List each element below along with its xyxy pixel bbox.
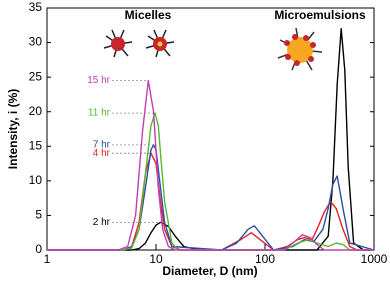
series-line [47,152,374,251]
y-tick-label: 25 [29,69,43,83]
y-tick-label: 10 [29,173,43,187]
annotation: Micelles [125,8,172,22]
y-tick-label: 0 [35,242,42,256]
x-tick-label: 1000 [361,252,388,266]
y-tick-label: 15 [29,138,43,152]
y-tick-label: 20 [29,104,43,118]
micelle-icon [103,29,175,58]
y-tick-label: 30 [29,35,43,49]
series-label: 7 hr [93,140,111,151]
plot-frame [46,7,375,251]
series-label: 2 hr [93,217,111,228]
y-axis-label: Intensity, i (%) [6,89,20,169]
x-axis-label: Diameter, D (nm) [162,264,257,278]
x-tick-label: 100 [255,252,275,266]
annotation: Microemulsions [274,8,366,22]
x-tick-label: 10 [149,252,163,266]
x-tick-label: 1 [44,252,51,266]
y-tick-label: 35 [29,0,43,14]
series-line [47,144,375,251]
series-line [47,79,374,251]
series-label: 11 hr [88,108,111,119]
microemulsion-icon [277,27,323,71]
series-label: 4 hr [93,148,111,159]
series-label: 15 hr [87,75,110,86]
y-tick-label: 5 [35,208,42,222]
series-line [47,112,374,251]
